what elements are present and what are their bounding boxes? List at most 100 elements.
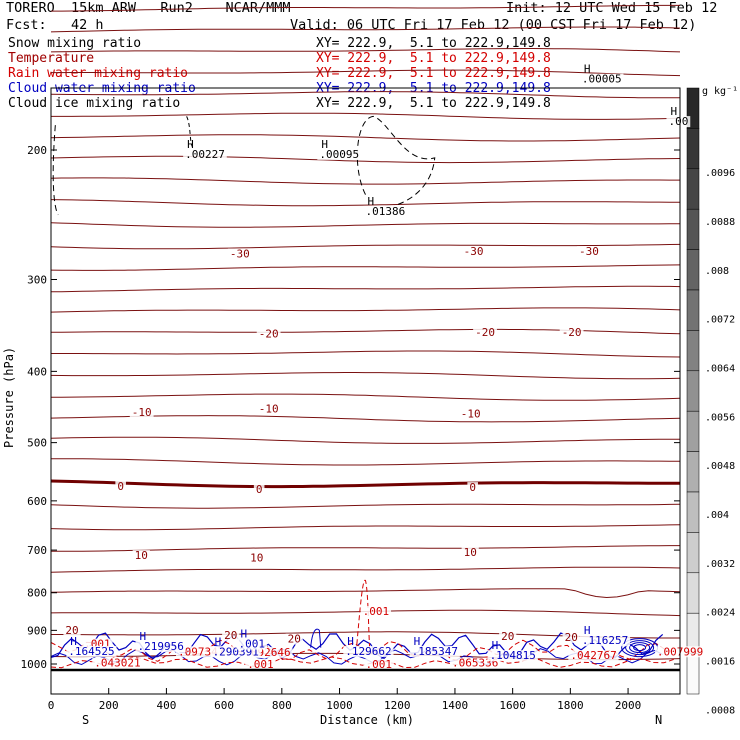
rain-label: .042767 bbox=[570, 649, 616, 662]
colorbar-segment bbox=[686, 572, 700, 614]
init-time: Init: 12 UTC Wed 15 Feb 12 bbox=[506, 0, 718, 16]
x-end-label-north: N bbox=[655, 713, 662, 727]
colorbar-segment bbox=[686, 128, 700, 170]
temperature-contours bbox=[50, 4, 681, 661]
x-tick-label: 200 bbox=[99, 699, 119, 712]
isotherm bbox=[50, 328, 681, 335]
snow-contours bbox=[52, 115, 436, 216]
colorbar-unit: g kg⁻¹ bbox=[702, 86, 738, 97]
y-tick-label: 900 bbox=[27, 624, 47, 637]
temperature-label: 10 bbox=[464, 546, 477, 559]
temperature-label-bg bbox=[473, 326, 497, 338]
cloud-water-contour bbox=[310, 628, 322, 648]
isotherm bbox=[50, 222, 681, 228]
colorbar-label: .0096 bbox=[705, 168, 735, 179]
temperature-label: 20 bbox=[501, 630, 514, 643]
legend-xy-cloud-ice: XY= 222.9, 5.1 to 222.9,149.8 bbox=[316, 96, 551, 111]
isotherm bbox=[50, 479, 680, 489]
colorbar-label: .0064 bbox=[705, 363, 735, 374]
x-tick-label: 800 bbox=[272, 699, 292, 712]
legend-label-temperature: Temperature bbox=[8, 51, 95, 66]
temperature-label: 0 bbox=[117, 480, 124, 493]
x-tick-label: 2000 bbox=[615, 699, 642, 712]
colorbar-segment bbox=[686, 330, 700, 372]
snow-max-label-bg bbox=[183, 148, 227, 160]
cloud-water-label-marker: H bbox=[215, 635, 222, 648]
snow-max-label-marker: H bbox=[670, 105, 677, 118]
cloud-water-label-bg bbox=[343, 645, 394, 657]
contour-labels: -30 -30 -30 -20 -20 -20 -10 -10 -10 0 0 0 10 10 10 20 20… bbox=[63, 63, 706, 671]
temperature-label-bg bbox=[227, 248, 252, 260]
cloud-water-contour bbox=[625, 640, 655, 656]
cloud-water-label-bg bbox=[66, 645, 117, 657]
isotherm bbox=[50, 285, 681, 293]
rain-label: .001 bbox=[247, 658, 274, 671]
legend-label-snow: Snow mixing ratio bbox=[8, 36, 142, 51]
colorbar-label: .0024 bbox=[705, 608, 735, 619]
colorbar-segment bbox=[686, 451, 700, 493]
temperature-label-bg bbox=[115, 481, 126, 493]
rain-contour bbox=[356, 580, 371, 651]
isotherm bbox=[50, 48, 681, 53]
colorbar-label: .0088 bbox=[705, 217, 735, 228]
colorbar-segment bbox=[686, 532, 700, 574]
colorbar-label: .0072 bbox=[705, 315, 735, 326]
temperature-label-bg bbox=[63, 624, 81, 636]
temperature-label: 0 bbox=[469, 481, 476, 494]
temperature-label: 20 bbox=[288, 633, 301, 646]
y-tick-label: 700 bbox=[27, 544, 47, 557]
temperature-label-bg bbox=[248, 552, 266, 564]
isotherm bbox=[50, 588, 681, 599]
rain-label-bg bbox=[450, 657, 501, 669]
legend-label-rain: Rain water mixing ratio bbox=[8, 66, 189, 81]
cloud-water-label-bg bbox=[487, 650, 538, 662]
temperature-label: -20 bbox=[259, 328, 279, 341]
snow-max-label-marker: H bbox=[321, 138, 328, 151]
rain-label-bg bbox=[360, 606, 392, 618]
colorbar: .0096 .0088 .008 .0072 .0064 .0056 .0048 .004 .0… bbox=[686, 86, 738, 716]
colorbar-label: .004 bbox=[705, 510, 729, 521]
colorbar-label: .008 bbox=[705, 266, 729, 277]
temperature-label-bg bbox=[285, 633, 303, 645]
temperature-label: 0 bbox=[256, 483, 263, 496]
isotherm bbox=[50, 566, 681, 573]
legend-label-cloud-ice: Cloud ice mixing ratio bbox=[8, 96, 181, 111]
isotherm bbox=[50, 155, 681, 164]
temperature-label: -10 bbox=[259, 403, 279, 416]
rain-label: .043021 bbox=[94, 657, 140, 670]
rain-label-bg bbox=[92, 657, 143, 669]
isotherm bbox=[51, 112, 681, 120]
isotherm bbox=[50, 307, 681, 313]
rain-contour bbox=[50, 656, 675, 669]
y-tick-label: 300 bbox=[27, 273, 47, 286]
x-tick-label: 1200 bbox=[384, 699, 411, 712]
cloud-water-label-marker: H bbox=[347, 635, 354, 648]
x-axis-label: Distance (km) bbox=[320, 713, 414, 727]
snow-max-label-bg bbox=[579, 73, 624, 85]
y-tick-label: 500 bbox=[27, 437, 47, 450]
temperature-label-bg bbox=[129, 407, 154, 419]
x-tick-label: 0 bbox=[48, 699, 55, 712]
rain-label-bg bbox=[363, 658, 394, 670]
snow-max-label: .00005 bbox=[582, 73, 622, 86]
plot-frame bbox=[50, 87, 681, 695]
isotherm bbox=[50, 177, 680, 185]
temperature-label: 20 bbox=[565, 631, 578, 644]
rain-label-bg bbox=[242, 646, 293, 658]
snow-max-label: .00 bbox=[668, 115, 688, 128]
cloud-water-label-marker: H bbox=[70, 635, 77, 648]
colorbar-segment bbox=[686, 208, 700, 250]
isotherm bbox=[50, 415, 681, 423]
snow-max-label: .00095 bbox=[319, 148, 359, 161]
isotherm bbox=[51, 4, 680, 12]
axes: 0 200 400 600 800 1000 1200 1400 1600 1800 2000200… bbox=[21, 144, 680, 712]
cloud-water-label-bg bbox=[579, 635, 631, 647]
isotherm bbox=[50, 199, 680, 207]
isotherm bbox=[51, 350, 681, 358]
isotherm bbox=[50, 503, 681, 509]
cloud-water-label-bg bbox=[135, 640, 186, 652]
legend-xy-snow: XY= 222.9, 5.1 to 222.9,149.8 bbox=[316, 36, 551, 51]
rain-label-bg bbox=[245, 658, 276, 670]
cloud-water-label: .104815 bbox=[490, 649, 536, 662]
snow-max-label: .00227 bbox=[185, 148, 225, 161]
